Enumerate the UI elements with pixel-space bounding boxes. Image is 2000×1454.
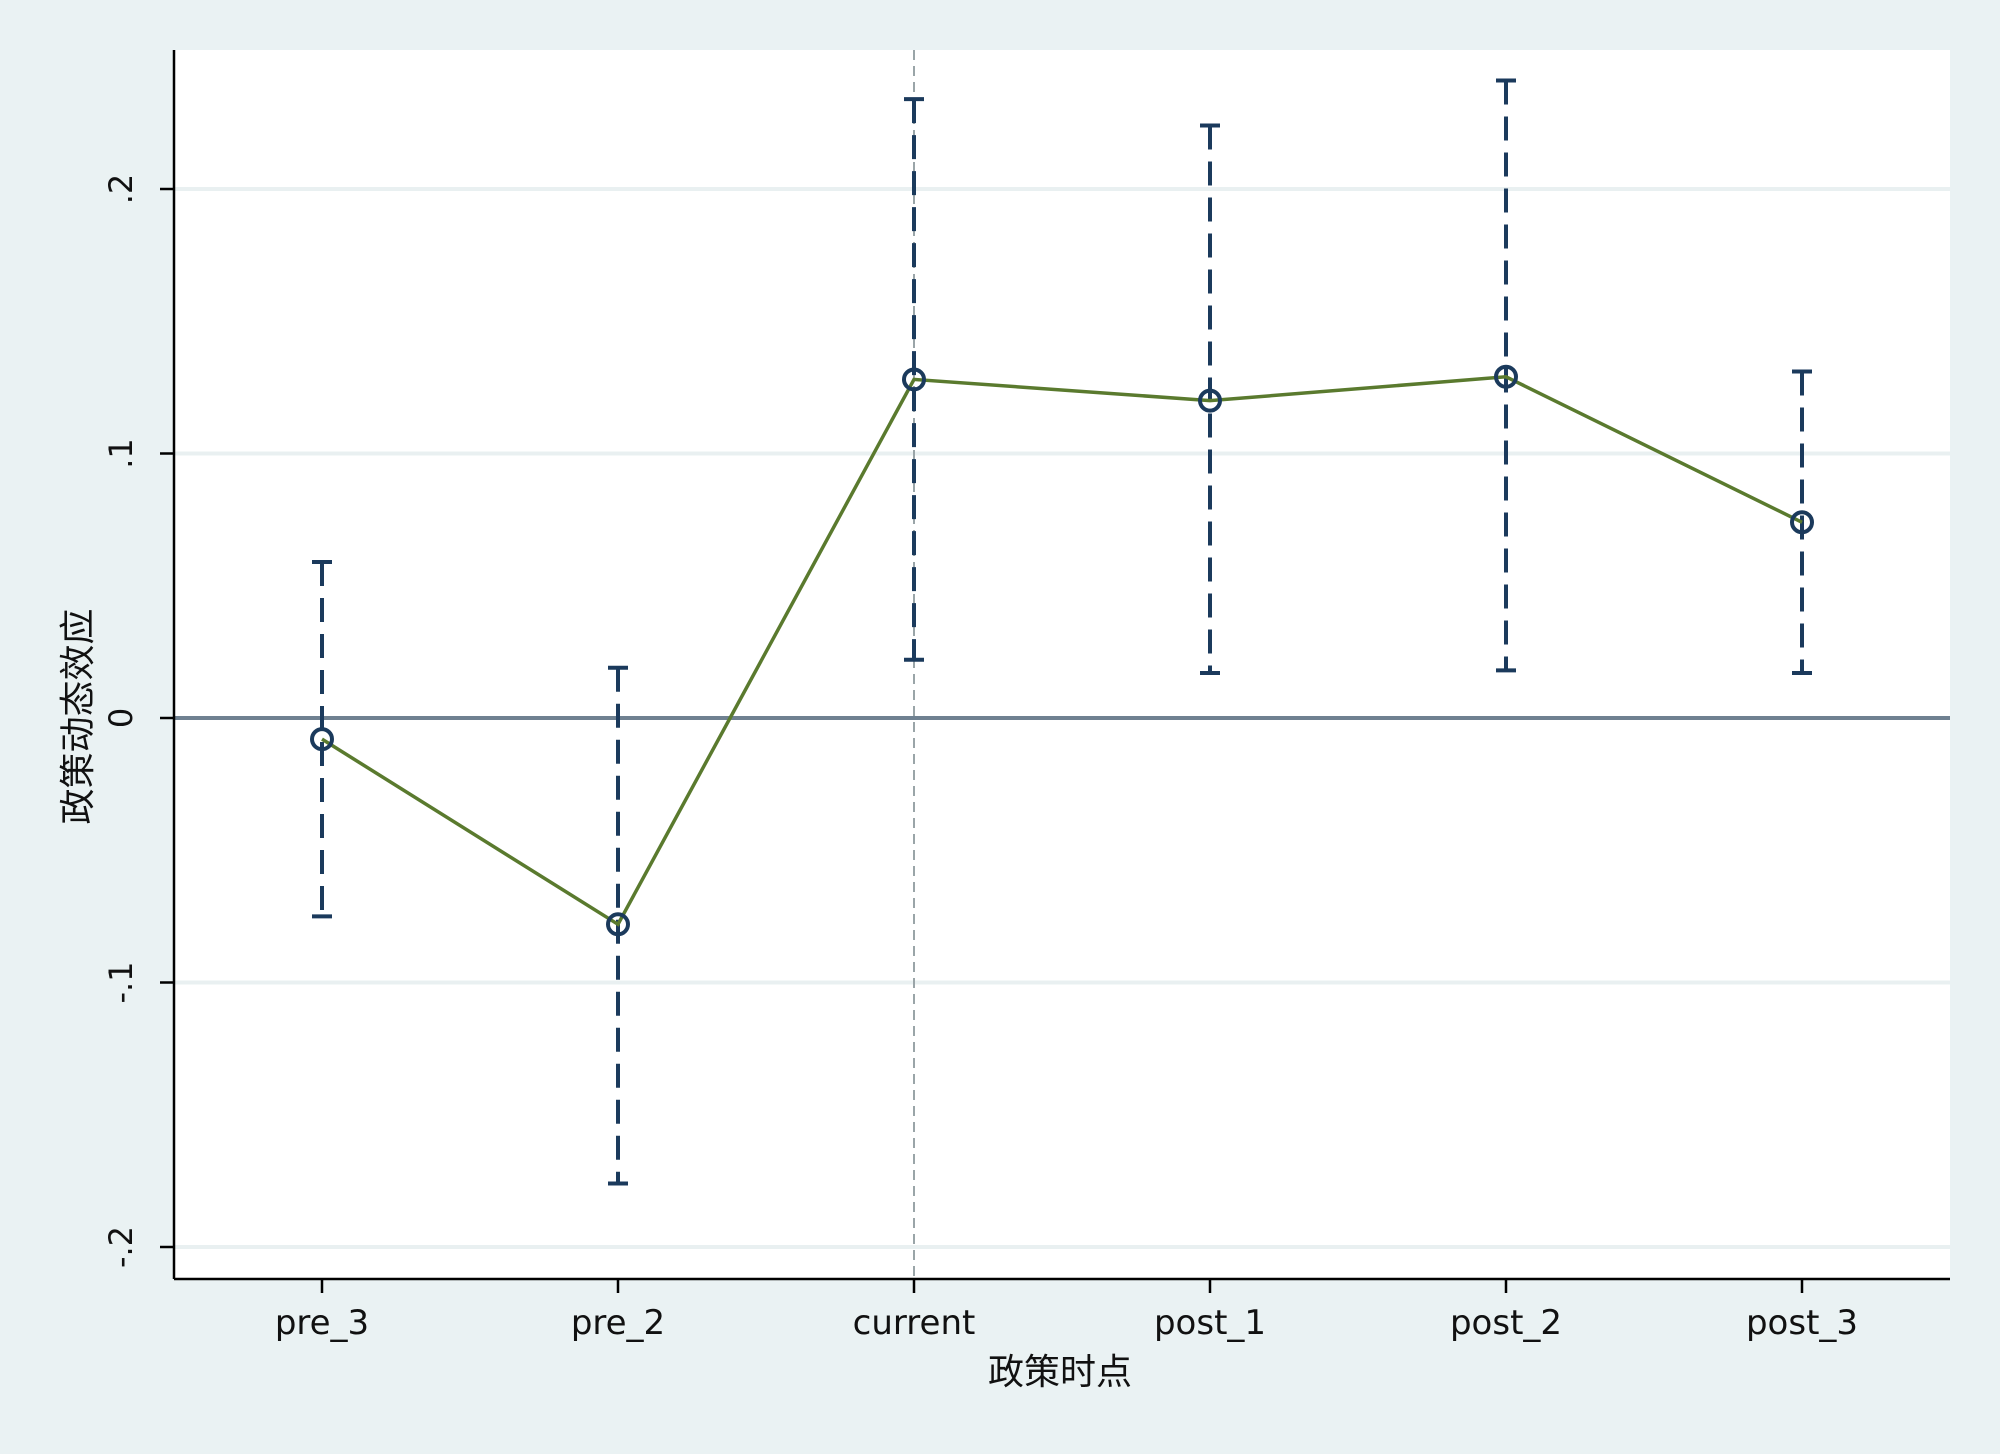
plot-area — [174, 50, 1950, 1279]
grid-lines — [174, 187, 1950, 1249]
estimate-marker-post_2 — [1494, 364, 1518, 389]
y-tick-label: .1 — [102, 438, 140, 469]
x-tick-label-post_3: post_3 — [1746, 1303, 1858, 1343]
estimate-marker-current — [902, 367, 926, 392]
y-tick-label: 0 — [102, 708, 140, 728]
x-tick-labels: pre_3 pre_2 current post_1 post_2 post_3 — [275, 1279, 1858, 1343]
x-tick-label-pre_3: pre_3 — [275, 1303, 369, 1343]
x-tick-label-current: current — [853, 1303, 976, 1343]
x-tick-label-pre_2: pre_2 — [571, 1303, 665, 1343]
x-axis-title: 政策时点 — [988, 1352, 1132, 1393]
axes — [172, 50, 1950, 1281]
x-tick-label-post_2: post_2 — [1450, 1303, 1562, 1343]
y-tick-label: .2 — [102, 174, 140, 205]
estimate-markers — [310, 364, 1814, 937]
ci-bar-pre_3 — [312, 559, 332, 919]
x-tick-label-post_1: post_1 — [1154, 1303, 1266, 1343]
estimate-marker-pre_2 — [606, 912, 630, 937]
reference-lines — [174, 50, 1950, 1279]
estimate-marker-post_1 — [1198, 388, 1222, 413]
y-axis-title: 政策动态效应 — [58, 608, 99, 824]
estimate-marker-pre_3 — [310, 727, 334, 752]
estimate-marker-post_3 — [1790, 510, 1814, 535]
y-tick-label: -.2 — [102, 1226, 140, 1268]
estimate-line-group — [321, 375, 1803, 927]
estimate-line — [321, 375, 1803, 927]
ci-bar-current — [904, 97, 924, 662]
y-tick-labels: -.2 -.1 0 .1 .2 — [102, 174, 174, 1268]
y-tick-label: -.1 — [102, 961, 140, 1003]
